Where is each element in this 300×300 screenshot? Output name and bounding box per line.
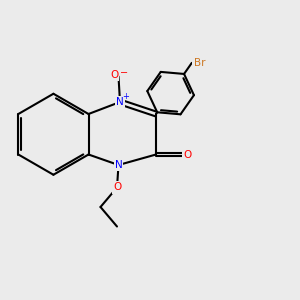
- Text: +: +: [122, 92, 129, 101]
- Text: −: −: [120, 68, 128, 78]
- Text: O: O: [183, 149, 192, 160]
- Text: Br: Br: [194, 58, 205, 68]
- Text: O: O: [110, 70, 118, 80]
- Text: O: O: [113, 182, 121, 193]
- Text: N: N: [115, 160, 122, 170]
- Text: N: N: [116, 97, 124, 107]
